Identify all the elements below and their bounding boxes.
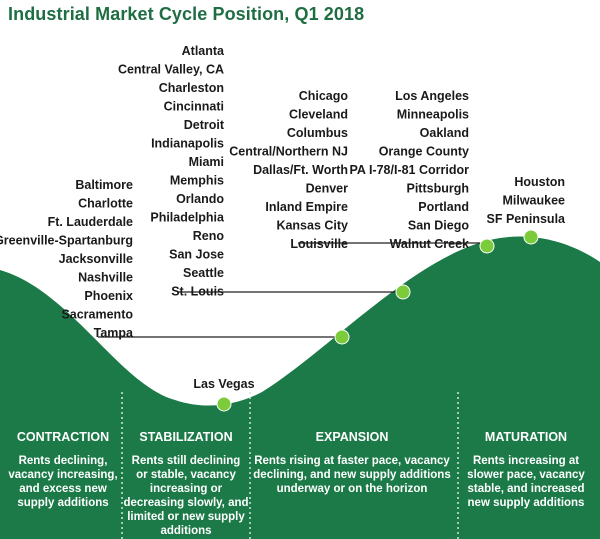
city-label: Charlotte — [78, 197, 133, 211]
city-label: Milwaukee — [502, 194, 565, 208]
phase-title: EXPANSION — [316, 430, 389, 444]
city-label: Miami — [189, 155, 224, 169]
city-label: Jacksonville — [59, 252, 133, 266]
city-label: St. Louis — [171, 285, 224, 299]
city-label: Walnut Creek — [390, 237, 469, 251]
city-label: Tampa — [94, 326, 134, 340]
phase-description: Rents rising at faster pace, vacancy — [254, 455, 450, 467]
city-label: Central Valley, CA — [118, 63, 224, 77]
cycle-position-dot — [334, 329, 350, 345]
phase-description: underway or on the horizon — [277, 483, 428, 495]
city-label: Kansas City — [276, 219, 348, 233]
city-label: San Diego — [408, 219, 469, 233]
city-label: Central/Northern NJ — [229, 145, 348, 159]
phase-description: Rents increasing at — [473, 455, 579, 467]
city-label: Nashville — [78, 271, 133, 285]
city-label: San Jose — [169, 248, 224, 262]
city-label: Los Angeles — [395, 89, 469, 103]
city-label: Memphis — [170, 174, 224, 188]
city-label: Houston — [514, 175, 565, 189]
city-label: PA I-78/I-81 Corridor — [350, 163, 470, 177]
phase-description: slower pace, vacancy — [467, 469, 585, 481]
phase-description: supply additions — [17, 497, 108, 509]
city-label: Charleston — [159, 81, 224, 95]
city-label: Atlanta — [182, 44, 225, 58]
phase-description: and excess new — [19, 483, 107, 495]
city-label: SF Peninsula — [487, 212, 567, 226]
city-label: Oakland — [420, 126, 469, 140]
city-label: Orlando — [176, 192, 224, 206]
city-label: Philadelphia — [150, 211, 225, 225]
city-label: Cincinnati — [164, 100, 224, 114]
phase-title: CONTRACTION — [17, 430, 109, 444]
cycle-position-dot — [523, 229, 539, 245]
city-label: Ft. Lauderdale — [48, 215, 133, 229]
city-label: Reno — [193, 229, 225, 243]
phase-description: increasing or — [150, 483, 223, 495]
phase-description: limited or new supply — [127, 511, 245, 523]
city-label: Minneapolis — [397, 108, 469, 122]
city-label: Pittsburgh — [407, 182, 470, 196]
phase-description: or stable, vacancy — [136, 469, 236, 481]
city-label: Las Vegas — [193, 377, 254, 391]
phase-description: declining, and new supply additions — [253, 469, 450, 481]
city-label: Columbus — [287, 126, 348, 140]
cycle-position-dot — [479, 238, 495, 254]
city-label: Denver — [306, 182, 349, 196]
city-label: Inland Empire — [265, 200, 348, 214]
city-label: Louisville — [290, 237, 348, 251]
cycle-wave — [0, 236, 600, 539]
phase-description: new supply additions — [468, 497, 585, 509]
city-label: Dallas/Ft. Worth — [253, 163, 348, 177]
city-label: Baltimore — [75, 178, 133, 192]
city-label: Portland — [418, 200, 469, 214]
page-title: Industrial Market Cycle Position, Q1 201… — [8, 4, 365, 24]
city-label: Indianapolis — [151, 137, 224, 151]
phase-description: Rents declining, — [19, 455, 108, 467]
city-label: Sacramento — [61, 308, 133, 322]
phase-description: additions — [160, 525, 211, 537]
city-label: Cleveland — [289, 108, 348, 122]
city-label: Chicago — [299, 89, 349, 103]
phase-title: STABILIZATION — [139, 430, 232, 444]
phase-description: decreasing slowly, and — [123, 497, 248, 509]
phase-description: stable, and increased — [468, 483, 585, 495]
city-label: Greenville-Spartanburg — [0, 234, 133, 248]
city-label: Detroit — [184, 118, 225, 132]
phase-description: vacancy increasing, — [8, 469, 117, 481]
city-label: Phoenix — [84, 289, 133, 303]
cycle-position-dot — [216, 396, 232, 412]
phase-description: Rents still declining — [132, 455, 241, 467]
city-label: Orange County — [379, 145, 469, 159]
cycle-position-dot — [395, 284, 411, 300]
phase-title: MATURATION — [485, 430, 567, 444]
city-label: Seattle — [183, 266, 224, 280]
